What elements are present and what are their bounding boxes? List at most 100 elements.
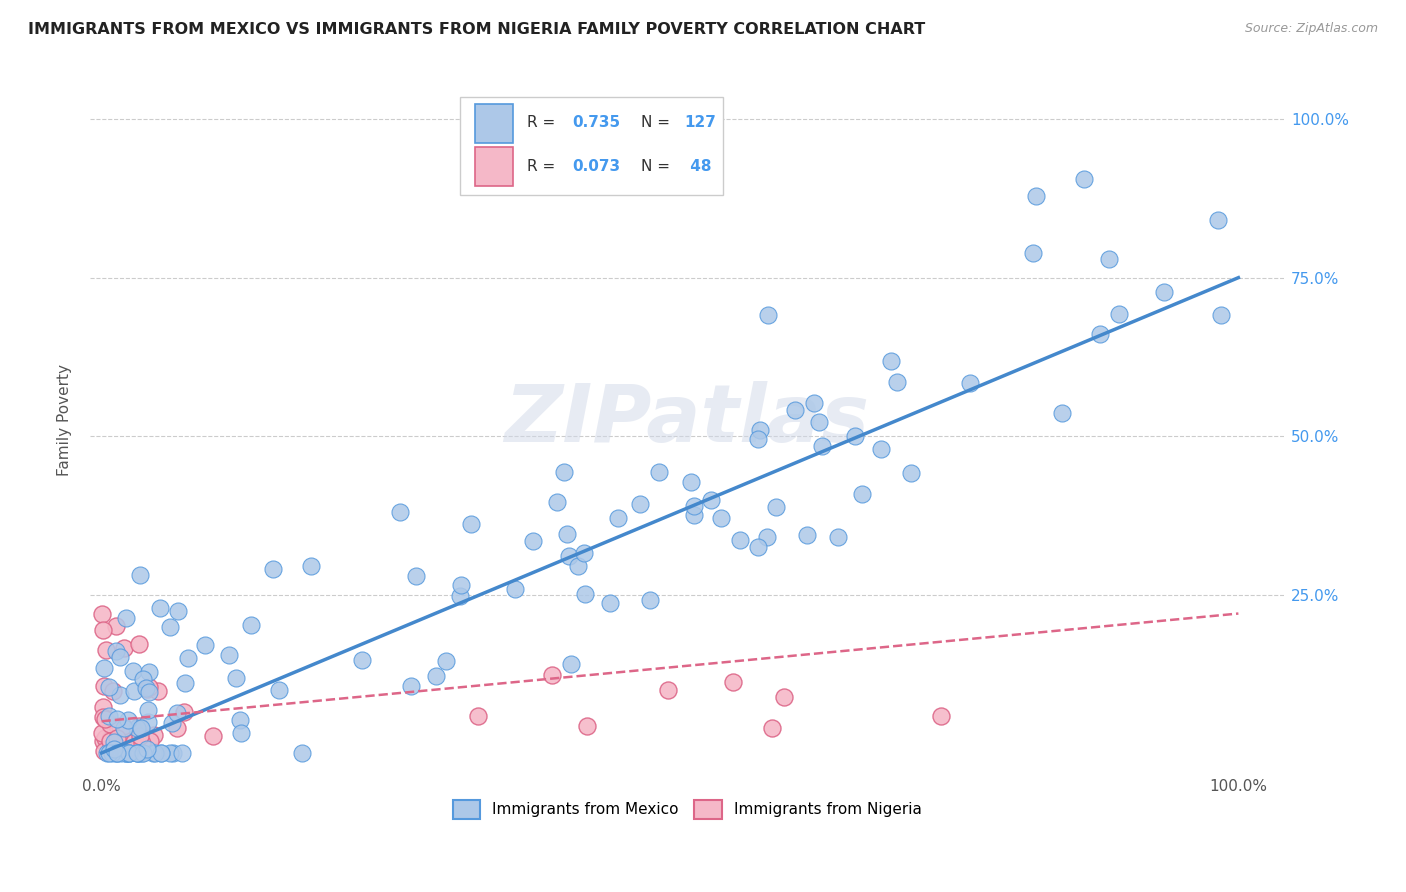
- Text: 0.735: 0.735: [572, 115, 620, 130]
- Point: [115, 746, 138, 760]
- Point: [103, 737, 125, 751]
- Point: [105, 619, 128, 633]
- Point: [1211, 308, 1233, 322]
- Point: [91, 733, 114, 747]
- Point: [721, 675, 744, 690]
- Point: [112, 733, 135, 747]
- Point: [263, 562, 285, 576]
- Point: [229, 726, 252, 740]
- Text: 48: 48: [685, 159, 711, 174]
- Point: [811, 439, 834, 453]
- Text: N =: N =: [641, 115, 675, 130]
- Point: [756, 530, 779, 544]
- Point: [98, 731, 121, 746]
- Point: [599, 596, 621, 610]
- Point: [1097, 252, 1119, 266]
- Point: [560, 657, 582, 671]
- Point: [143, 746, 166, 760]
- Point: [1108, 307, 1130, 321]
- Point: [522, 534, 544, 549]
- Point: [112, 723, 135, 738]
- Point: [765, 500, 787, 514]
- Point: [389, 505, 412, 519]
- Point: [194, 638, 217, 652]
- Text: N =: N =: [641, 159, 675, 174]
- Point: [1073, 171, 1095, 186]
- Text: Source: ZipAtlas.com: Source: ZipAtlas.com: [1244, 22, 1378, 36]
- Point: [900, 466, 922, 480]
- Point: [138, 665, 160, 679]
- Point: [558, 549, 581, 563]
- Point: [699, 492, 721, 507]
- Point: [173, 705, 195, 719]
- Point: [229, 713, 252, 727]
- Point: [127, 721, 149, 735]
- Point: [747, 540, 769, 554]
- Point: [503, 582, 526, 596]
- Point: [149, 746, 172, 760]
- Point: [575, 719, 598, 733]
- Point: [657, 682, 679, 697]
- Point: [90, 607, 112, 621]
- Point: [239, 618, 262, 632]
- Point: [730, 533, 752, 548]
- Point: [103, 735, 125, 749]
- Point: [112, 719, 135, 733]
- Point: [118, 746, 141, 760]
- Point: [108, 649, 131, 664]
- Point: [110, 746, 132, 760]
- Point: [94, 712, 117, 726]
- Point: [103, 684, 125, 698]
- Point: [796, 527, 818, 541]
- Point: [91, 710, 114, 724]
- Point: [128, 567, 150, 582]
- Point: [94, 731, 117, 745]
- Point: [166, 721, 188, 735]
- Point: [405, 569, 427, 583]
- Point: [879, 354, 901, 368]
- Point: [177, 651, 200, 665]
- Point: [225, 671, 247, 685]
- Point: [103, 728, 125, 742]
- Point: [174, 676, 197, 690]
- Point: [105, 746, 128, 760]
- Point: [540, 668, 562, 682]
- Point: [567, 559, 589, 574]
- Point: [785, 403, 807, 417]
- Point: [167, 604, 190, 618]
- Point: [683, 508, 706, 522]
- FancyBboxPatch shape: [475, 147, 513, 186]
- Point: [557, 526, 579, 541]
- Point: [97, 746, 120, 760]
- Point: [93, 661, 115, 675]
- Point: [827, 530, 849, 544]
- Point: [142, 746, 165, 760]
- Point: [132, 672, 155, 686]
- Point: [107, 735, 129, 749]
- Point: [104, 746, 127, 760]
- Point: [299, 559, 322, 574]
- Point: [115, 746, 138, 760]
- Point: [117, 714, 139, 728]
- Y-axis label: Family Poverty: Family Poverty: [58, 364, 72, 476]
- Point: [108, 719, 131, 733]
- Point: [647, 465, 669, 479]
- Point: [105, 746, 128, 760]
- Point: [159, 620, 181, 634]
- Point: [808, 415, 831, 429]
- Point: [91, 700, 114, 714]
- Point: [136, 714, 159, 729]
- Point: [131, 746, 153, 760]
- Point: [460, 517, 482, 532]
- Point: [772, 690, 794, 704]
- Point: [132, 746, 155, 760]
- Point: [138, 684, 160, 698]
- Point: [844, 429, 866, 443]
- Point: [886, 376, 908, 390]
- Point: [105, 731, 128, 745]
- Point: [129, 729, 152, 743]
- Point: [546, 495, 568, 509]
- Point: [98, 734, 121, 748]
- Point: [129, 721, 152, 735]
- Point: [172, 746, 194, 760]
